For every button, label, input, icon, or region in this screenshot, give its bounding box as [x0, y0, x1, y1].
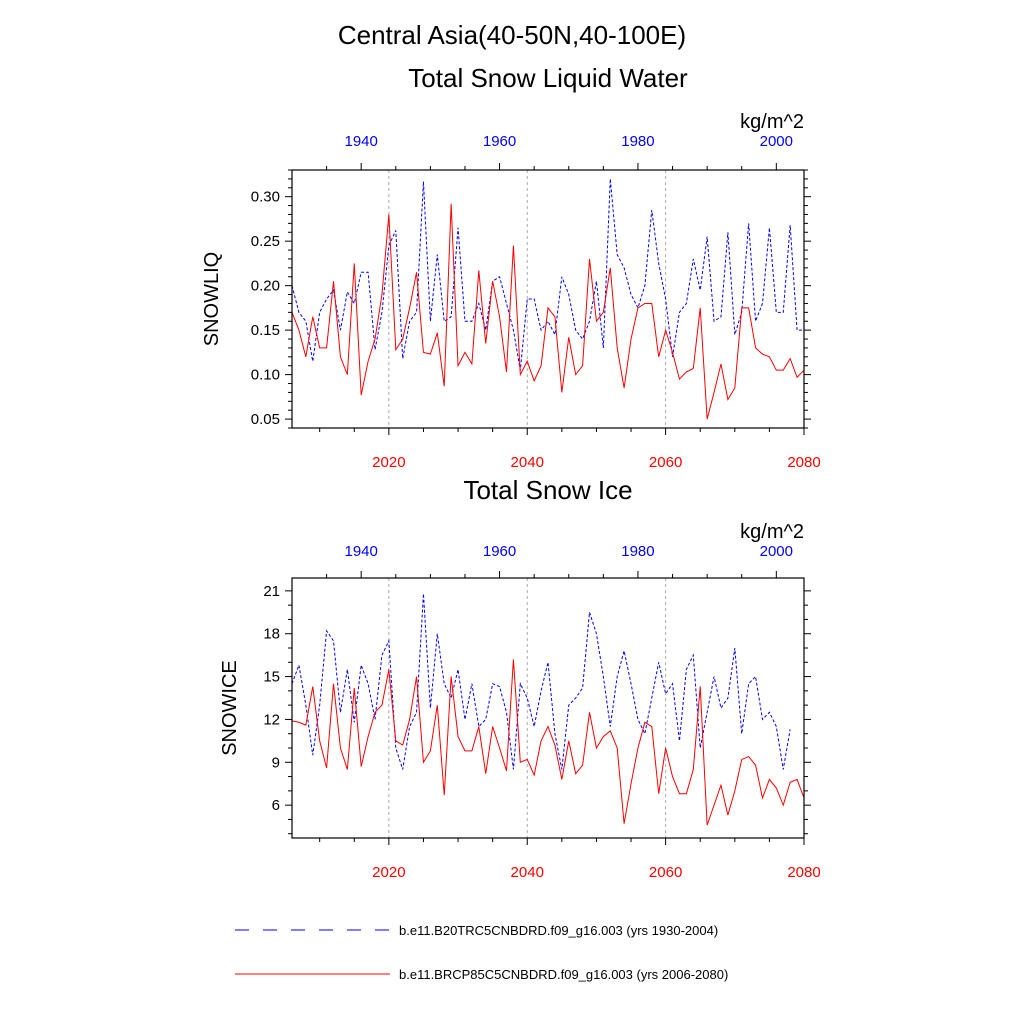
x-bottom-tick-label: 2040: [511, 454, 544, 471]
x-top-tick-label: 1960: [483, 133, 516, 150]
x-top-tick-label: 1940: [345, 133, 378, 150]
x-bottom-tick-label: 2020: [372, 864, 405, 881]
legend-label-historical: b.e11.B20TRC5CNBDRD.f09_g16.003 (yrs 193…: [399, 923, 718, 938]
panel-title: Total Snow Ice: [463, 475, 632, 505]
y-tick-label: 15: [263, 669, 280, 686]
units-label: kg/m^2: [740, 111, 804, 133]
units-label: kg/m^2: [740, 521, 804, 543]
panel-title: Total Snow Liquid Water: [408, 63, 688, 93]
snowice-panel: Total Snow Ice kg/m^2 6 9 12 15 18 21 SNOWICE 202…: [219, 475, 821, 881]
y-axis-label: SNOWLIQ: [201, 252, 223, 346]
series-line-historical: [291, 178, 804, 371]
legend-label-future: b.e11.BRCP85C5CNBDRD.f09_g16.003 (yrs 20…: [399, 967, 728, 982]
x-top-tick-label: 2000: [760, 543, 793, 560]
y-tick-label: 6: [272, 797, 280, 814]
x-top-tick-label: 2000: [760, 133, 793, 150]
series-line-future: [291, 659, 805, 826]
x-top-tick-label: 1940: [345, 543, 378, 560]
y-tick-label: 12: [263, 711, 280, 728]
y-tick-label: 0.10: [251, 367, 280, 384]
x-bottom-tick-label: 2080: [787, 454, 820, 471]
y-axis-label: SNOWICE: [219, 660, 241, 756]
y-tick-label: 0.15: [251, 322, 280, 339]
figure-title: Central Asia(40-50N,40-100E): [338, 20, 686, 50]
y-tick-label: 21: [263, 583, 280, 600]
plot-frame: [291, 577, 805, 839]
x-top-tick-label: 1960: [483, 543, 516, 560]
series-line-historical: [291, 593, 791, 770]
series-line-future: [291, 203, 805, 420]
plot-frame: [291, 169, 805, 429]
legend: b.e11.B20TRC5CNBDRD.f09_g16.003 (yrs 193…: [235, 923, 728, 982]
y-tick-label: 0.25: [251, 233, 280, 250]
y-tick-label: 18: [263, 626, 280, 643]
x-top-tick-label: 1980: [621, 133, 654, 150]
y-tick-label: 0.05: [251, 411, 280, 428]
y-tick-label: 0.20: [251, 278, 280, 295]
snowliq-panel: Total Snow Liquid Water kg/m^2 0.05 0.10 0.1…: [201, 63, 821, 471]
x-bottom-tick-label: 2060: [649, 864, 682, 881]
y-tick-label: 9: [272, 754, 280, 771]
x-bottom-tick-label: 2080: [787, 864, 820, 881]
x-top-tick-label: 1980: [621, 543, 654, 560]
x-bottom-tick-label: 2060: [649, 454, 682, 471]
x-bottom-tick-label: 2040: [511, 864, 544, 881]
x-bottom-tick-label: 2020: [372, 454, 405, 471]
y-tick-label: 0.30: [251, 189, 280, 206]
